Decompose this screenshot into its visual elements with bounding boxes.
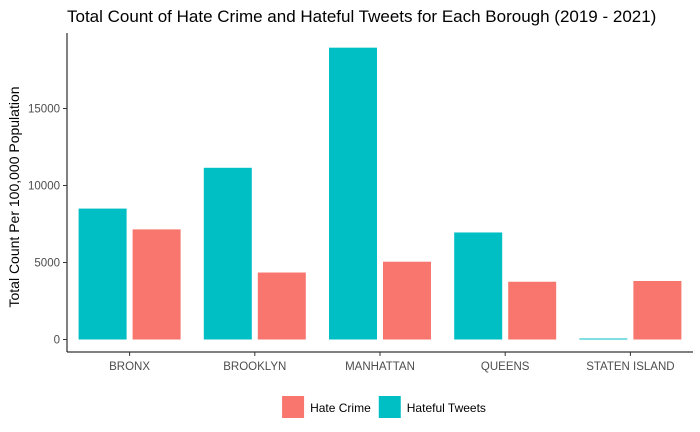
bar-hateful-tweets — [454, 232, 503, 340]
x-tick-label: BROOKLYN — [223, 361, 286, 373]
bar-hateful-tweets — [579, 338, 628, 340]
bar-hateful-tweets — [329, 47, 377, 340]
legend-label: Hate Crime — [310, 401, 371, 415]
legend-swatch — [282, 396, 305, 418]
plot-area: 0 5000 10000 15000 BRONX BROOKLYN MANHATTAN QUE… — [28, 33, 693, 373]
chart-title: Total Count of Hate Crime and Hateful Tw… — [67, 7, 656, 26]
y-tick-label: 15000 — [28, 104, 60, 116]
y-tick-label: 0 — [54, 335, 60, 347]
x-tick-label: MANHATTAN — [345, 361, 415, 373]
bar-hateful-tweets — [203, 167, 252, 340]
legend: Hate Crime Hateful Tweets — [282, 396, 486, 418]
x-tick-label: STATEN ISLAND — [586, 361, 674, 373]
x-tick-label: QUEENS — [481, 361, 530, 373]
x-tick-label: BRONX — [109, 361, 150, 373]
bar-hate-crime — [132, 229, 181, 340]
y-tick-label: 10000 — [28, 181, 60, 193]
bar-hate-crime — [508, 281, 557, 340]
bar-hate-crime — [633, 280, 682, 340]
y-tick-label: 5000 — [34, 258, 60, 270]
bar-hateful-tweets — [78, 208, 127, 340]
bar-hate-crime — [257, 272, 306, 340]
legend-swatch — [378, 396, 401, 418]
legend-label: Hateful Tweets — [407, 401, 486, 415]
y-axis-title: Total Count Per 100,000 Population — [6, 86, 22, 307]
bar-hate-crime — [383, 261, 431, 340]
